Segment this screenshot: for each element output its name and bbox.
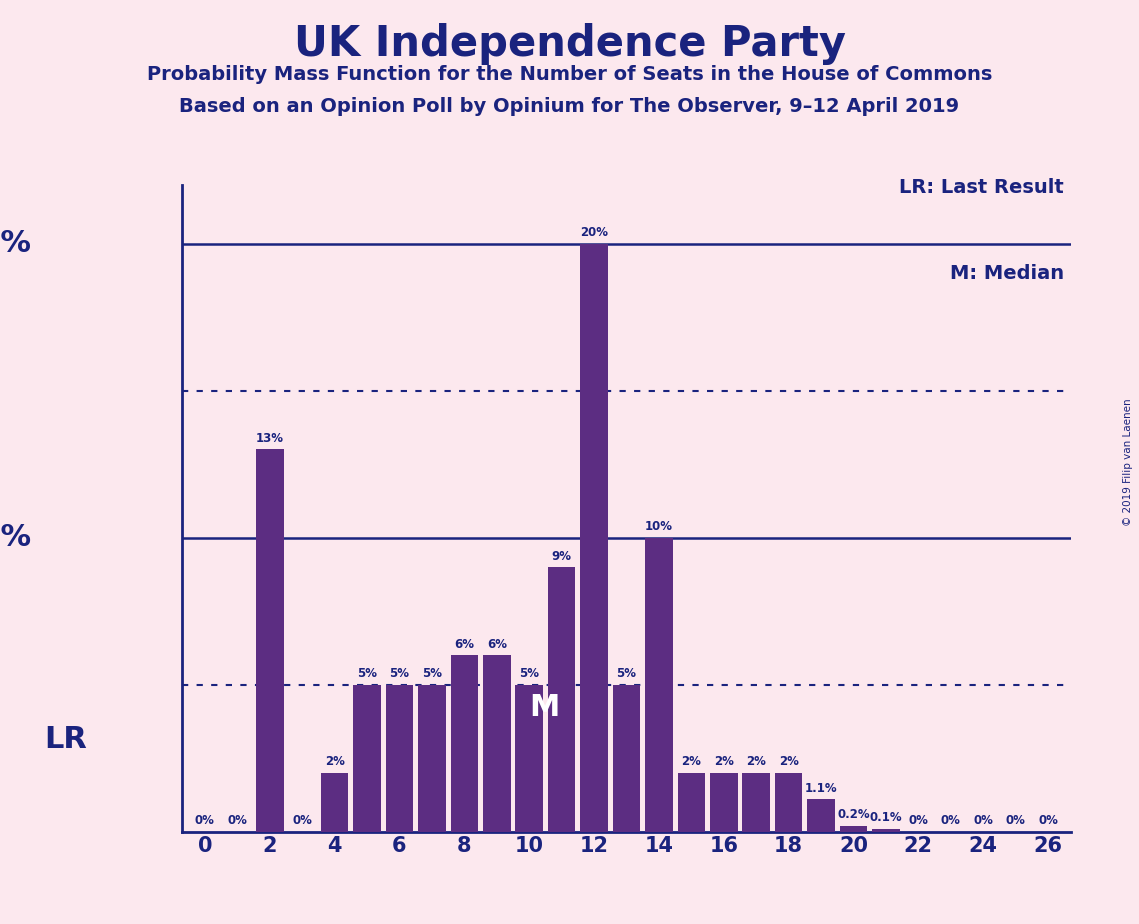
Text: 0%: 0% — [228, 814, 247, 827]
Text: 9%: 9% — [551, 550, 572, 563]
Text: 0%: 0% — [1006, 814, 1025, 827]
Text: 5%: 5% — [519, 667, 539, 680]
Text: 2%: 2% — [779, 756, 798, 769]
Text: 6%: 6% — [454, 638, 474, 650]
Bar — [808, 799, 835, 832]
Bar — [839, 826, 867, 832]
Bar — [418, 685, 445, 832]
Bar — [386, 685, 413, 832]
Bar — [548, 567, 575, 832]
Text: 5%: 5% — [421, 667, 442, 680]
Bar — [451, 655, 478, 832]
Text: 20%: 20% — [0, 229, 31, 258]
Bar — [321, 772, 349, 832]
Text: 0%: 0% — [941, 814, 960, 827]
Text: LR: Last Result: LR: Last Result — [900, 177, 1064, 197]
Bar — [483, 655, 510, 832]
Bar — [872, 829, 900, 832]
Bar — [580, 244, 608, 832]
Text: 5%: 5% — [390, 667, 410, 680]
Text: 1.1%: 1.1% — [804, 782, 837, 795]
Bar — [353, 685, 380, 832]
Text: © 2019 Filip van Laenen: © 2019 Filip van Laenen — [1123, 398, 1133, 526]
Bar — [515, 685, 543, 832]
Bar — [613, 685, 640, 832]
Text: UK Independence Party: UK Independence Party — [294, 23, 845, 65]
Text: 0%: 0% — [195, 814, 215, 827]
Text: 0%: 0% — [1038, 814, 1058, 827]
Text: M: Median: M: Median — [950, 264, 1064, 283]
Bar — [678, 772, 705, 832]
Text: M: M — [530, 693, 559, 723]
Text: 20%: 20% — [580, 226, 608, 239]
Text: 0%: 0% — [293, 814, 312, 827]
Text: 5%: 5% — [357, 667, 377, 680]
Text: 2%: 2% — [681, 756, 702, 769]
Text: 6%: 6% — [486, 638, 507, 650]
Text: 0%: 0% — [973, 814, 993, 827]
Text: 0.2%: 0.2% — [837, 808, 870, 821]
Bar — [710, 772, 738, 832]
Text: Probability Mass Function for the Number of Seats in the House of Commons: Probability Mass Function for the Number… — [147, 65, 992, 84]
Text: 0.1%: 0.1% — [869, 811, 902, 824]
Text: 10%: 10% — [645, 520, 673, 533]
Text: 2%: 2% — [714, 756, 734, 769]
Bar — [256, 449, 284, 832]
Text: 2%: 2% — [325, 756, 345, 769]
Text: LR: LR — [44, 725, 88, 754]
Bar — [743, 772, 770, 832]
Text: 5%: 5% — [616, 667, 637, 680]
Text: 0%: 0% — [908, 814, 928, 827]
Text: 2%: 2% — [746, 756, 767, 769]
Text: 10%: 10% — [0, 523, 31, 553]
Text: Based on an Opinion Poll by Opinium for The Observer, 9–12 April 2019: Based on an Opinion Poll by Opinium for … — [180, 97, 959, 116]
Bar — [645, 538, 673, 832]
Text: 13%: 13% — [256, 432, 284, 445]
Bar — [775, 772, 802, 832]
